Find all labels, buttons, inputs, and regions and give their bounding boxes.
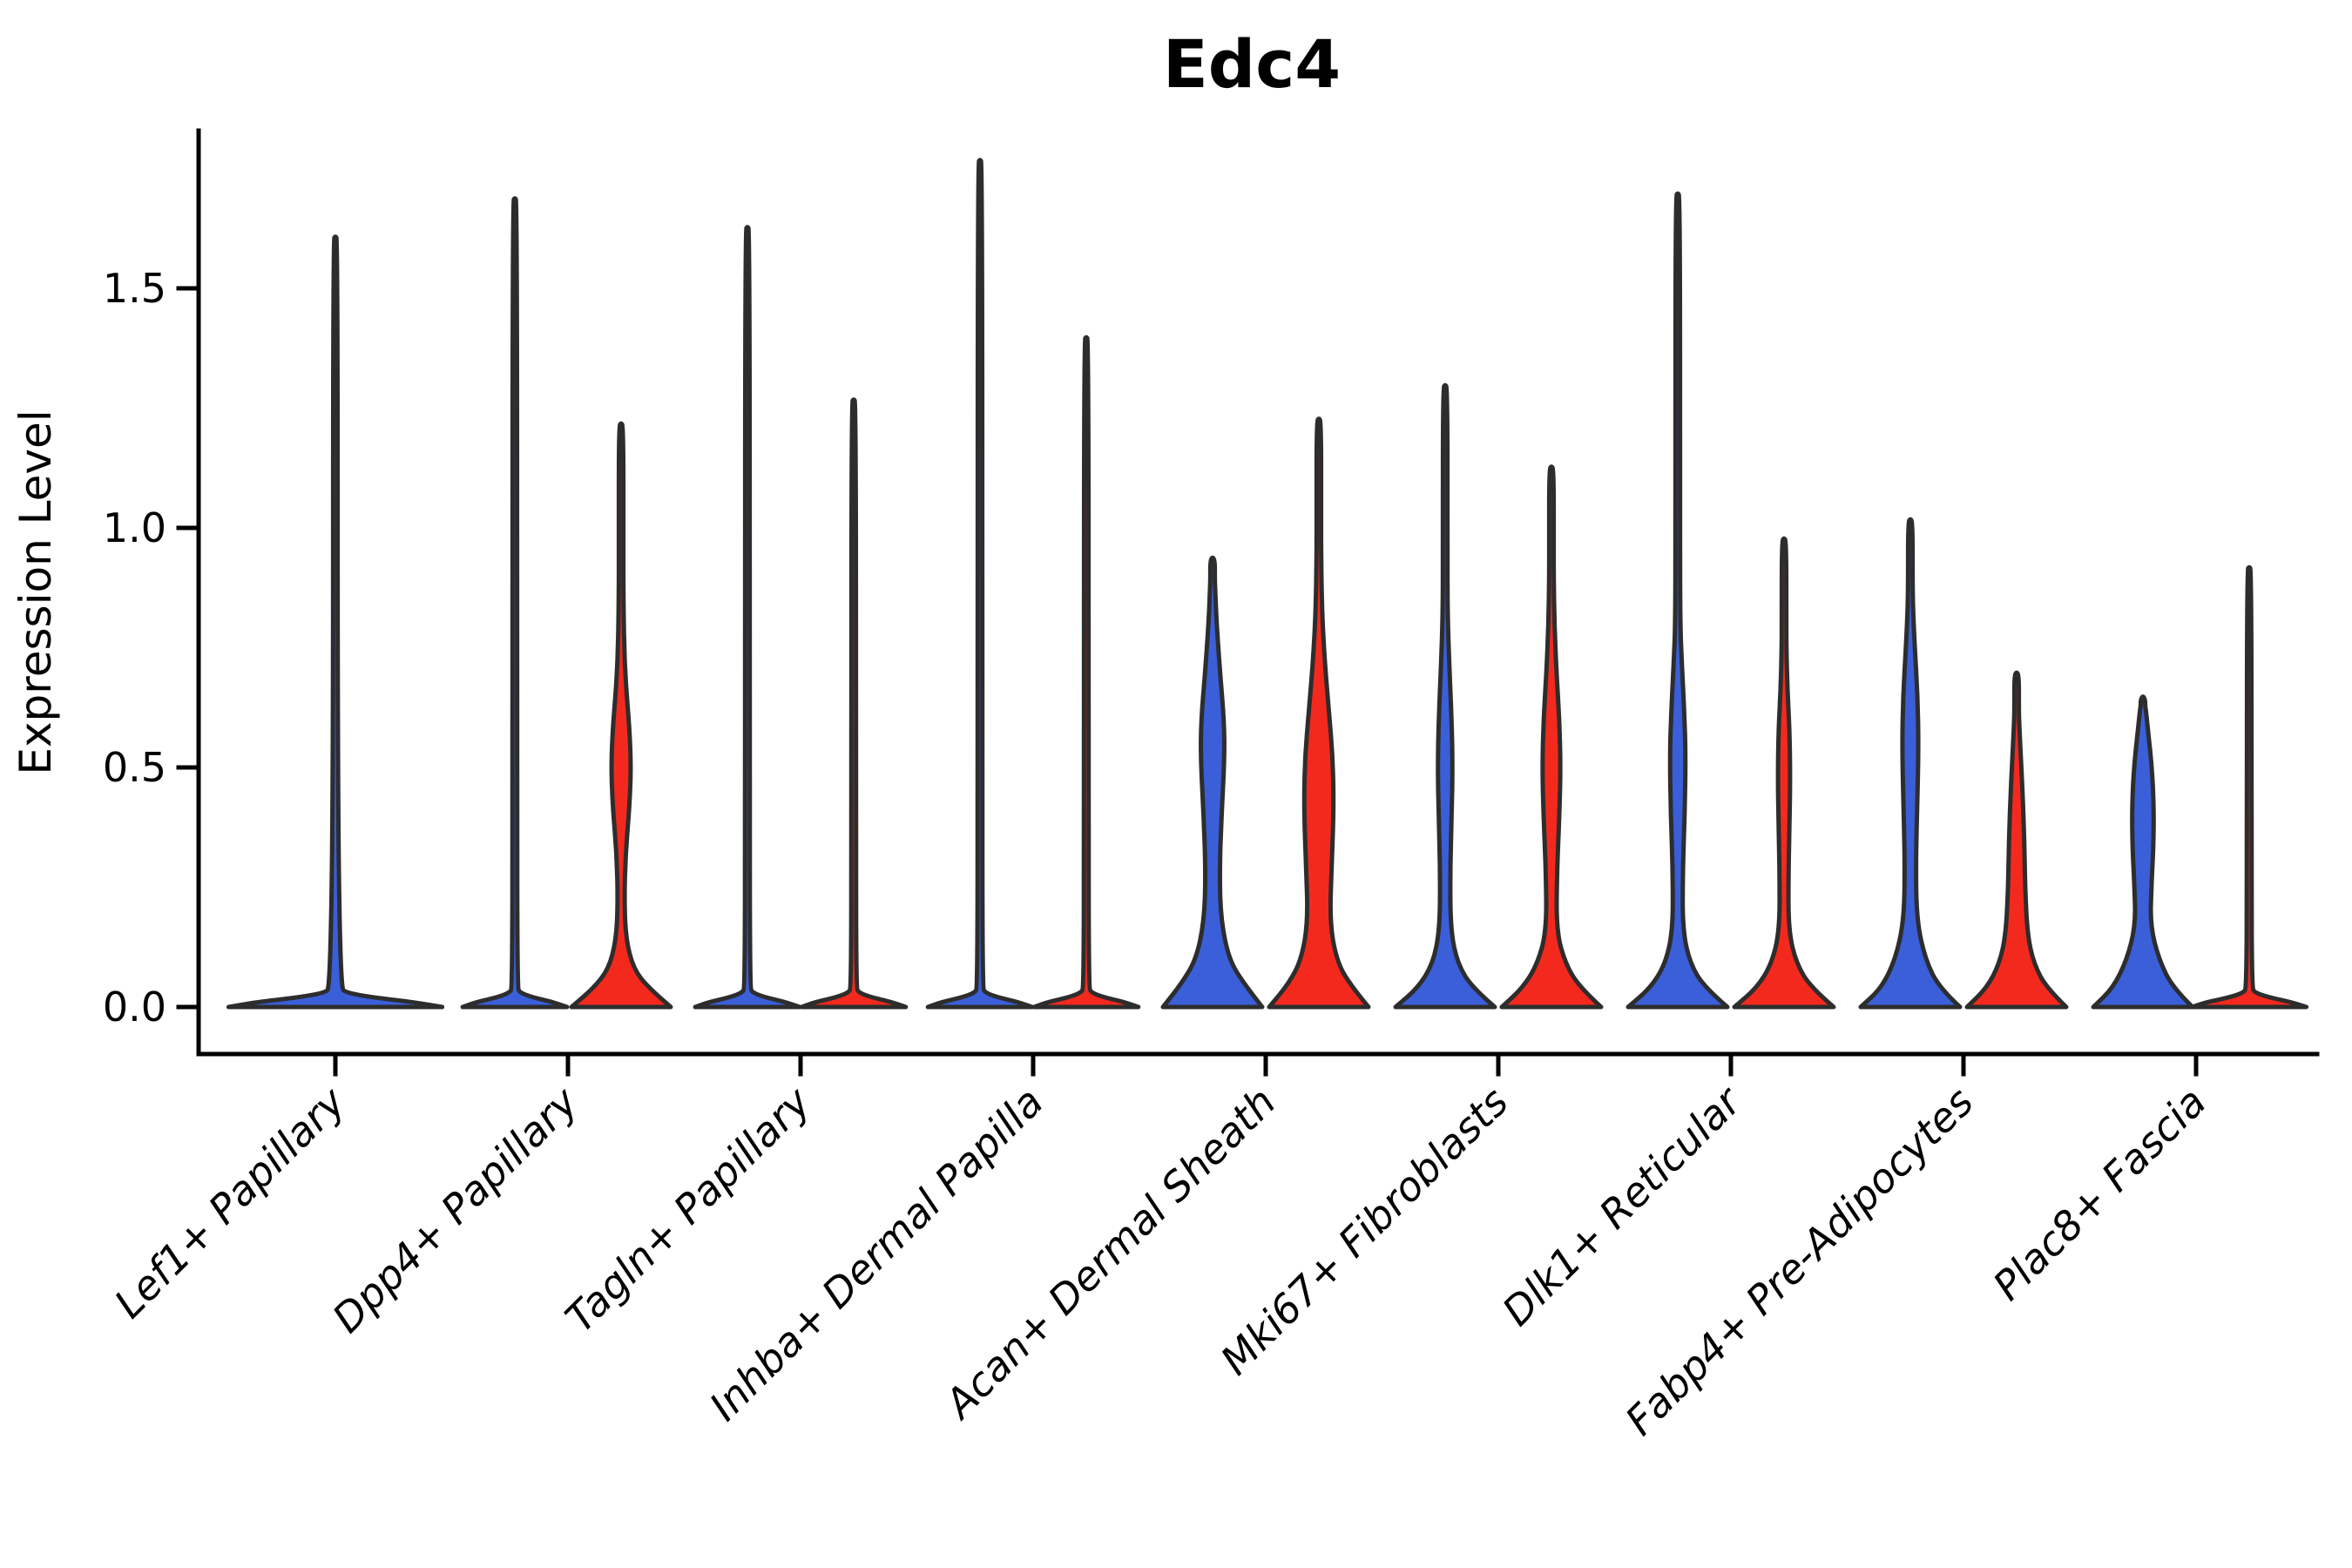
violin-mki67-fibroblasts-right-red bbox=[1499, 464, 1604, 1010]
y-tick-label-0.0: 0.0 bbox=[103, 983, 166, 1031]
violin-dpp4-papillary-left-blue bbox=[460, 196, 570, 1010]
x-tick-label-dlk1-reticular: Dlk1+ Reticular bbox=[1493, 1076, 1752, 1335]
violin-lef1-papillary-center-blue bbox=[226, 234, 445, 1010]
x-tick-label-lef1-papillary: Lef1+ Papillary bbox=[105, 1078, 355, 1327]
violin-acan-dermal-sheath-right-red bbox=[1267, 416, 1371, 1010]
violin-mki67-fibroblasts-left-blue bbox=[1393, 382, 1497, 1010]
violin-inhba-dermal-papilla-right-red bbox=[1031, 335, 1141, 1010]
violin-dpp4-papillary-right-red bbox=[569, 421, 673, 1010]
y-axis-ticks: 0.0 0.5 1.0 1.5 bbox=[103, 265, 201, 1031]
violin-shapes bbox=[226, 158, 2309, 1010]
violin-tagln-papillary-right-red bbox=[799, 397, 909, 1010]
x-axis-ticks bbox=[333, 1051, 2199, 1077]
x-tick-label-dpp4-papillary: Dpp4+ Papillary bbox=[323, 1078, 587, 1342]
violin-plac8-fascia-left-blue bbox=[2091, 694, 2195, 1010]
violin-fabp4-pre-adipocytes-left-blue bbox=[1858, 517, 1963, 1010]
y-tick-label-0.5: 0.5 bbox=[103, 744, 166, 791]
violin-dlk1-reticular-left-blue bbox=[1625, 191, 1730, 1010]
chart-title: Edc4 bbox=[1163, 25, 1341, 103]
x-tick-label-plac8-fascia: Plac8+ Fascia bbox=[1984, 1078, 2214, 1309]
violin-tagln-papillary-left-blue bbox=[693, 225, 802, 1010]
violin-plac8-fascia-right-red bbox=[2189, 564, 2309, 1010]
violin-acan-dermal-sheath-left-blue bbox=[1160, 555, 1265, 1010]
violin-dlk1-reticular-right-red bbox=[1732, 536, 1836, 1010]
violin-fabp4-pre-adipocytes-right-red bbox=[1964, 670, 2069, 1010]
y-tick-label-1.0: 1.0 bbox=[103, 504, 166, 551]
y-tick-label-1.5: 1.5 bbox=[103, 265, 166, 312]
violin-inhba-dermal-papilla-left-blue bbox=[925, 158, 1035, 1010]
y-axis-label: Expression Level bbox=[10, 409, 61, 774]
x-tick-label-tagln-papillary: Tagln+ Papillary bbox=[556, 1078, 820, 1342]
